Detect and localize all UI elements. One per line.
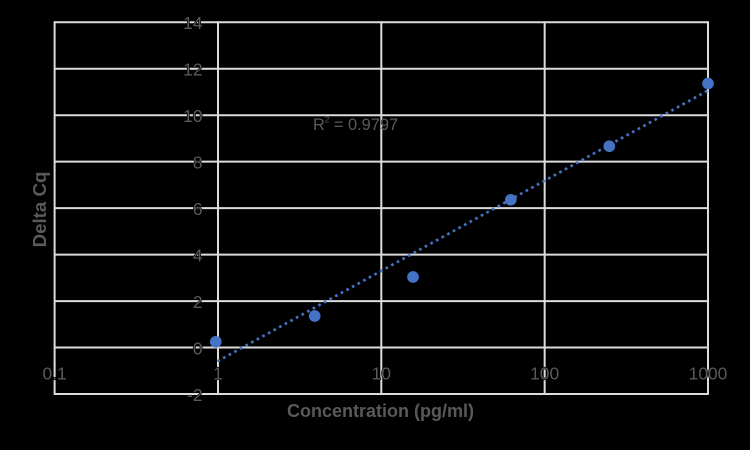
- svg-text:6: 6: [193, 199, 203, 219]
- svg-text:2: 2: [193, 292, 203, 312]
- svg-text:1000: 1000: [689, 364, 728, 384]
- svg-text:0.1: 0.1: [43, 364, 67, 384]
- svg-text:-2: -2: [187, 385, 202, 405]
- svg-text:0: 0: [193, 338, 203, 358]
- svg-text:R2 = 0.9797: R2 = 0.9797: [313, 116, 398, 135]
- svg-text:4: 4: [193, 246, 203, 266]
- svg-text:Delta Cq: Delta Cq: [29, 172, 50, 248]
- svg-text:14: 14: [183, 13, 203, 33]
- svg-text:10: 10: [372, 364, 391, 384]
- svg-text:12: 12: [183, 60, 202, 80]
- svg-text:8: 8: [193, 153, 203, 173]
- svg-text:1: 1: [213, 364, 223, 384]
- svg-text:10: 10: [183, 106, 202, 126]
- svg-text:Concentration (pg/ml): Concentration (pg/ml): [287, 401, 474, 421]
- svg-text:100: 100: [530, 364, 559, 384]
